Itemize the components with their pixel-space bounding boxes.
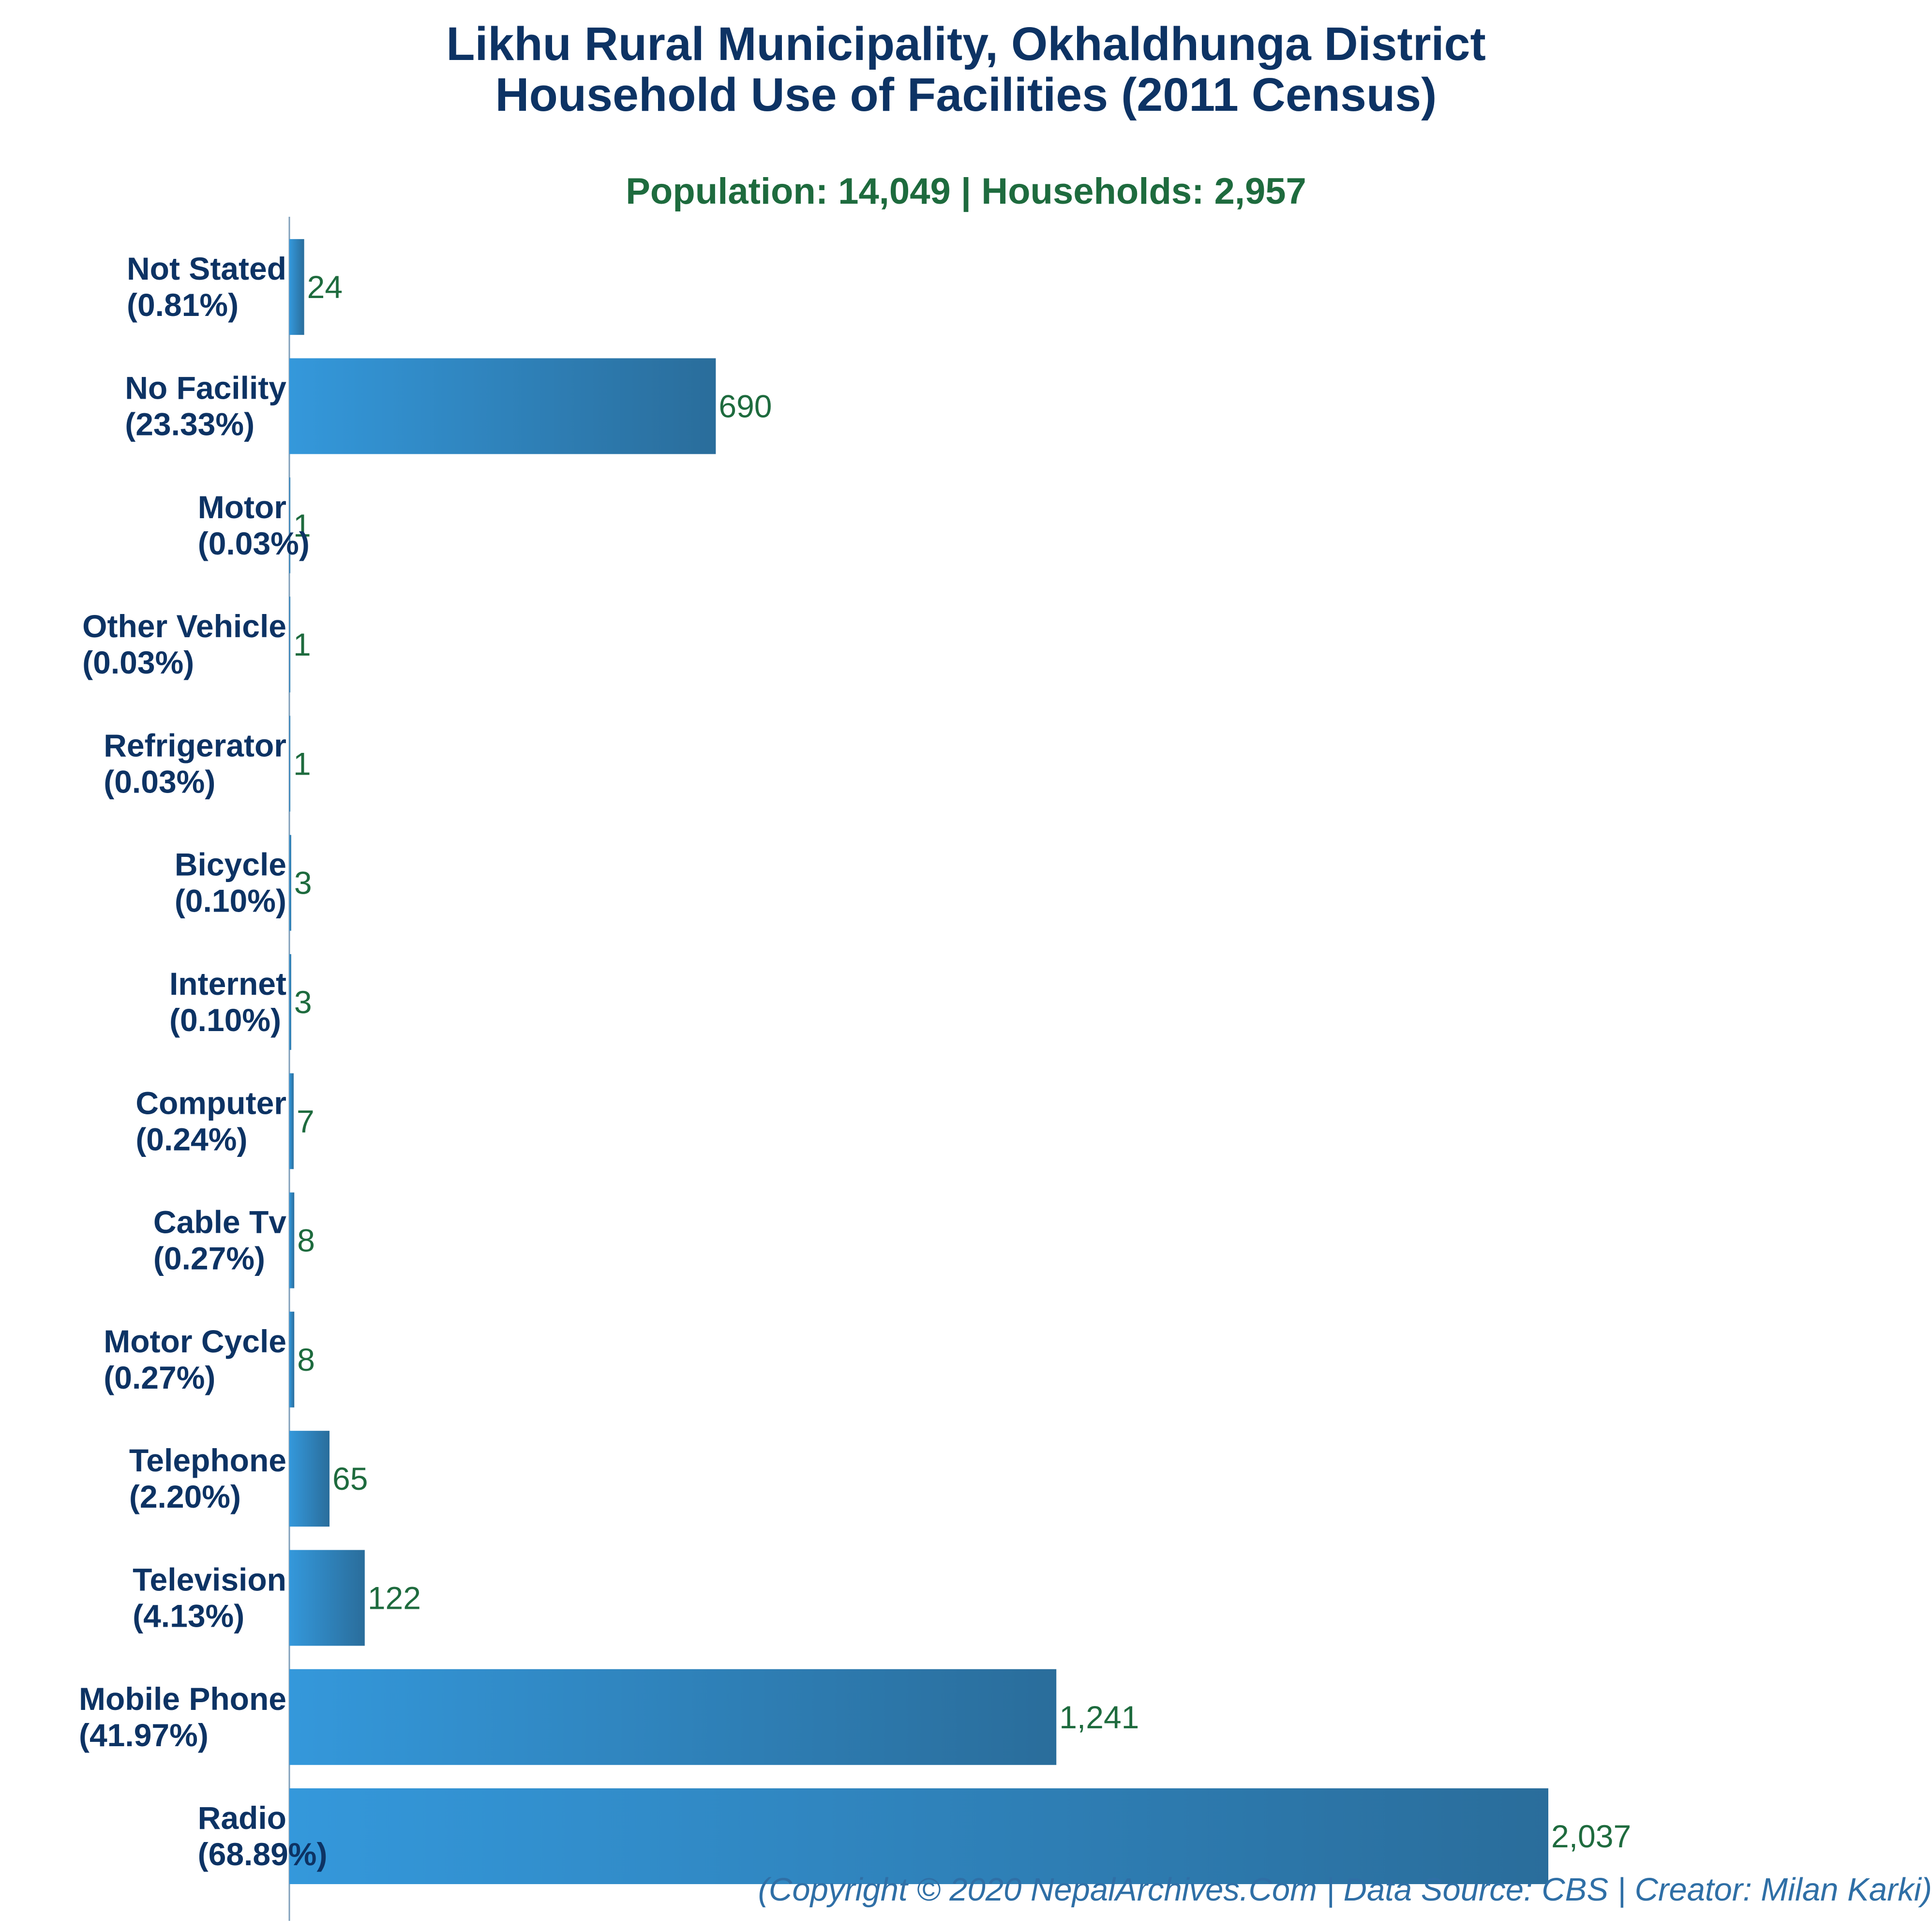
bar-telephone [289, 1431, 330, 1527]
category-label: Internet [169, 966, 286, 1002]
category-label: Motor Cycle [104, 1323, 286, 1359]
bar-radio [289, 1788, 1548, 1885]
bar-no-facility [289, 358, 716, 454]
category-percent-label: (4.13%) [133, 1598, 244, 1633]
value-label: 7 [297, 1103, 315, 1139]
category-percent-label: (0.10%) [169, 1002, 281, 1038]
bar-not-stated [289, 239, 304, 335]
category-percent-label: (2.20%) [129, 1479, 241, 1514]
category-percent-label: (0.27%) [104, 1360, 215, 1395]
value-label: 24 [307, 269, 343, 305]
category-label: Refrigerator [104, 727, 286, 763]
category-percent-label: (41.97%) [79, 1717, 209, 1753]
bar-other-vehicle [289, 597, 290, 693]
category-label: Radio [198, 1800, 286, 1836]
value-label: 1 [293, 746, 311, 781]
category-percent-label: (0.03%) [198, 525, 310, 561]
category-label: Not Stated [127, 251, 286, 286]
category-percent-label: (0.10%) [175, 883, 286, 919]
category-percent-label: (23.33%) [125, 406, 255, 442]
value-label: 2,037 [1551, 1818, 1631, 1854]
category-percent-label: (0.24%) [135, 1121, 247, 1157]
value-label: 690 [719, 388, 772, 424]
category-label: Motor [198, 489, 286, 525]
bar-mobile-phone [289, 1669, 1057, 1765]
category-label: Cable Tv [153, 1204, 286, 1240]
category-percent-label: (0.03%) [104, 764, 215, 799]
value-label: 8 [297, 1342, 315, 1378]
bar-motor [289, 477, 290, 573]
bar-refrigerator [289, 716, 290, 812]
category-percent-label: (0.03%) [82, 644, 194, 680]
bar-cable-tv [289, 1192, 295, 1288]
category-label: Bicycle [175, 847, 286, 883]
category-percent-label: (68.89%) [198, 1836, 328, 1872]
bar-motor-cycle [289, 1311, 295, 1408]
value-label: 122 [368, 1580, 421, 1616]
category-label: No Facility [125, 370, 286, 405]
chart-title-line-1: Likhu Rural Municipality, Okhaldhunga Di… [446, 17, 1486, 70]
category-percent-label: (0.27%) [153, 1241, 265, 1276]
category-label: Telephone [129, 1442, 286, 1478]
chart-subtitle: Population: 14,049 | Households: 2,957 [626, 171, 1306, 212]
category-label: Mobile Phone [79, 1681, 286, 1717]
category-percent-label: (0.81%) [127, 287, 239, 323]
chart-title-line-2: Household Use of Facilities (2011 Census… [495, 68, 1437, 121]
category-label: Other Vehicle [82, 608, 286, 644]
bar-television [289, 1550, 365, 1646]
value-label: 3 [294, 865, 312, 901]
bar-internet [289, 954, 291, 1050]
category-label: Television [133, 1561, 286, 1597]
bar-computer [289, 1073, 294, 1169]
value-label: 65 [332, 1461, 368, 1497]
value-label: 1,241 [1059, 1699, 1139, 1735]
bar-bicycle [289, 835, 291, 931]
value-label: 3 [294, 984, 312, 1020]
value-label: 1 [293, 627, 311, 662]
chart-footer-credit: (Copyright © 2020 NepalArchives.Com | Da… [758, 1872, 1932, 1908]
value-label: 8 [297, 1223, 315, 1258]
value-label: 1 [293, 508, 311, 543]
category-label: Computer [135, 1085, 286, 1121]
